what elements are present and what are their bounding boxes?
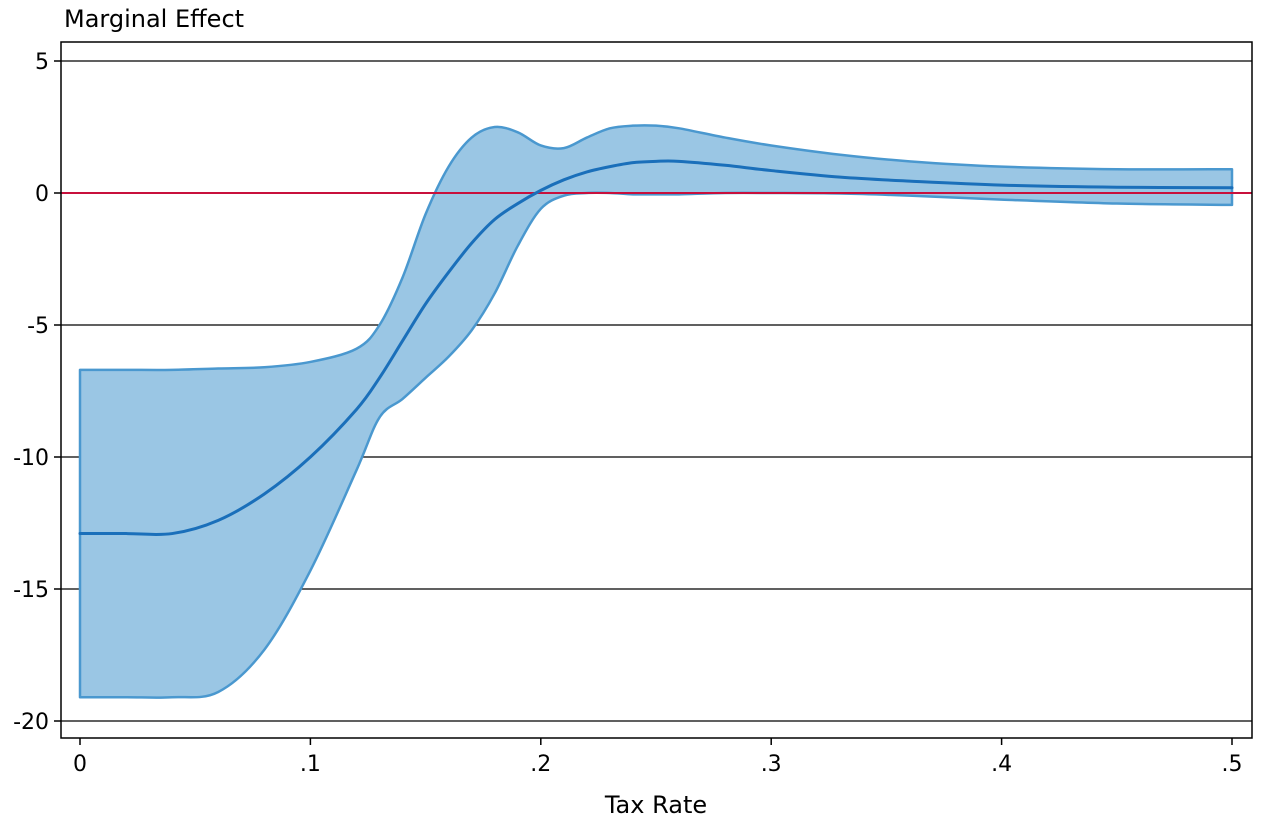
x-tick-label-.3: .3 — [761, 752, 782, 777]
x-axis-ticks: 0 .1 .2 .3 .4 .5 — [73, 738, 1243, 777]
x-tick-label-0: 0 — [73, 752, 87, 777]
x-tick-label-.5: .5 — [1222, 752, 1243, 777]
y-tick-label--5: -5 — [27, 314, 49, 339]
confidence-band-layer — [78, 124, 1234, 699]
x-tick-label-.1: .1 — [300, 752, 321, 777]
y-tick-label-0: 0 — [35, 182, 49, 207]
x-axis-label: Tax Rate — [604, 791, 707, 819]
y-tick-label--15: -15 — [13, 578, 49, 603]
y-axis-ticks: 5 0 -5 -10 -15 -20 — [13, 50, 61, 735]
confidence-band — [78, 124, 1234, 699]
x-tick-label-.2: .2 — [530, 752, 551, 777]
plot-frame — [60, 41, 1253, 739]
y-axis-label: Marginal Effect — [64, 5, 244, 33]
y-tick-label--10: -10 — [13, 446, 49, 471]
y-tick-label--20: -20 — [13, 710, 49, 735]
y-tick-label-5: 5 — [35, 50, 49, 75]
x-tick-label-.4: .4 — [991, 752, 1012, 777]
estimate-line-layer — [78, 159, 1234, 537]
estimate-line — [78, 159, 1234, 537]
